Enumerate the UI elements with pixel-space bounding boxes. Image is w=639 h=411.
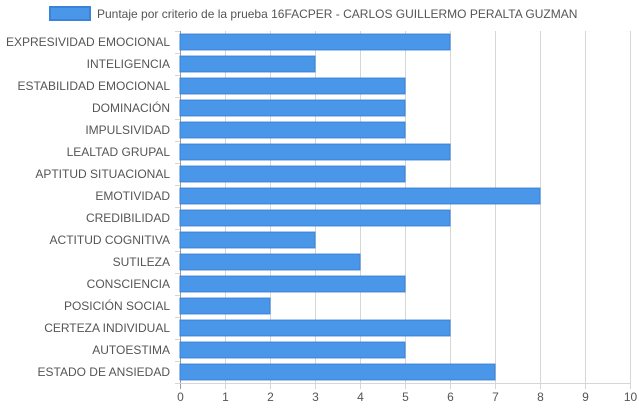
category-label: SUTILEZA [113,255,170,269]
bar[interactable] [179,55,316,73]
category-label: INTELIGENCIA [87,57,170,71]
bar[interactable] [179,209,451,227]
bar[interactable] [179,99,406,117]
category-label: LEALTAD GRUPAL [67,145,171,159]
x-tick-label: 7 [492,390,499,404]
category-label: CREDIBILIDAD [86,211,170,225]
category-label: ESTABILIDAD EMOCIONAL [18,79,171,93]
category-labels: EXPRESIVIDAD EMOCIONAL INTELIGENCIA ESTABI… [6,35,170,379]
bar[interactable] [179,165,406,183]
x-tick-label: 8 [537,390,544,404]
category-label: CERTEZA INDIVIDUAL [44,321,170,335]
x-tick-label: 6 [447,390,454,404]
x-tick-label: 4 [357,390,364,404]
bars [179,33,541,381]
bar[interactable] [179,341,406,359]
legend-label: Puntaje por criterio de la prueba 16FACP… [97,7,577,21]
x-tick-label: 10 [624,390,638,404]
bar[interactable] [179,121,406,139]
bar[interactable] [179,253,361,271]
bar[interactable] [179,187,541,205]
bar[interactable] [179,297,271,315]
category-label: APTITUD SITUACIONAL [35,167,170,181]
bar[interactable] [179,275,406,293]
category-label: IMPULSIVIDAD [85,123,170,137]
x-tick-label: 3 [312,390,319,404]
bar[interactable] [179,33,451,51]
category-label: EXPRESIVIDAD EMOCIONAL [6,35,170,49]
category-label: ACTITUD COGNITIVA [50,233,170,247]
x-tick-label: 0 [177,390,184,404]
x-tick-label: 5 [402,390,409,404]
bar[interactable] [179,231,316,249]
category-label: AUTOESTIMA [92,343,170,357]
category-label: ESTADO DE ANSIEDAD [38,365,171,379]
x-tick-labels: 0 1 2 3 4 5 6 7 8 9 10 [177,390,637,404]
legend[interactable]: Puntaje por criterio de la prueba 16FACP… [49,6,577,21]
x-tick-label: 9 [582,390,589,404]
category-label: EMOTIVIDAD [95,189,170,203]
bar[interactable] [179,143,451,161]
bar[interactable] [179,319,451,337]
bar[interactable] [179,363,496,381]
x-tick-label: 2 [267,390,274,404]
category-label: DOMINACIÓN [92,100,170,115]
x-tick-label: 1 [222,390,229,404]
legend-swatch [49,6,91,21]
bar[interactable] [179,77,406,95]
category-label: CONSCIENCIA [87,277,170,291]
category-label: POSICIÓN SOCIAL [64,298,170,313]
